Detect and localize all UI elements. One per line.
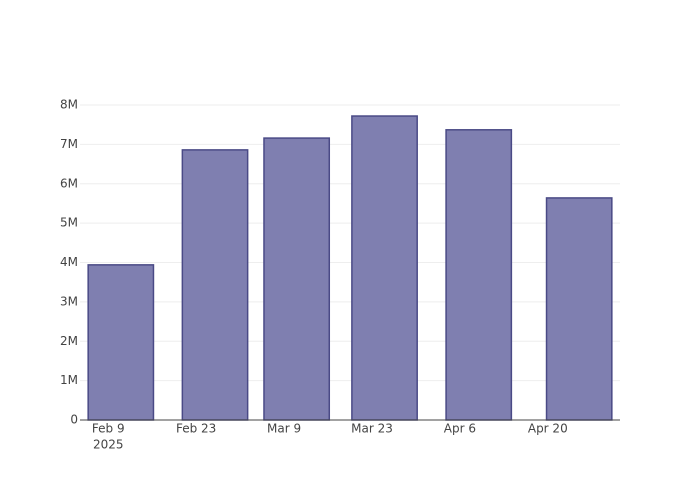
bar (263, 137, 331, 421)
bar (545, 197, 613, 421)
y-tick-label: 8M (60, 98, 78, 112)
x-tick-label: Apr 6 (444, 422, 476, 436)
y-tick-label: 0 (70, 413, 78, 427)
y-tick-label: 1M (60, 373, 78, 387)
y-tick-label: 4M (60, 255, 78, 269)
x-tick-label: Mar 23 (351, 422, 393, 436)
bar (87, 264, 155, 421)
bar (351, 115, 418, 421)
y-tick-label: 3M (60, 294, 78, 308)
y-tick-label: 6M (60, 176, 78, 190)
y-tick-label: 2M (60, 334, 78, 348)
bar (445, 129, 513, 421)
x-tick-label: Feb 23 (176, 422, 216, 436)
y-tick-label: 5M (60, 216, 78, 230)
y-tick-label: 7M (60, 137, 78, 151)
x-tick-label: Feb 9 (92, 422, 125, 436)
x-tick-label: Apr 20 (528, 422, 568, 436)
bar (181, 149, 249, 421)
x-year-label: 2025 (93, 438, 124, 452)
x-tick-label: Mar 9 (267, 422, 301, 436)
